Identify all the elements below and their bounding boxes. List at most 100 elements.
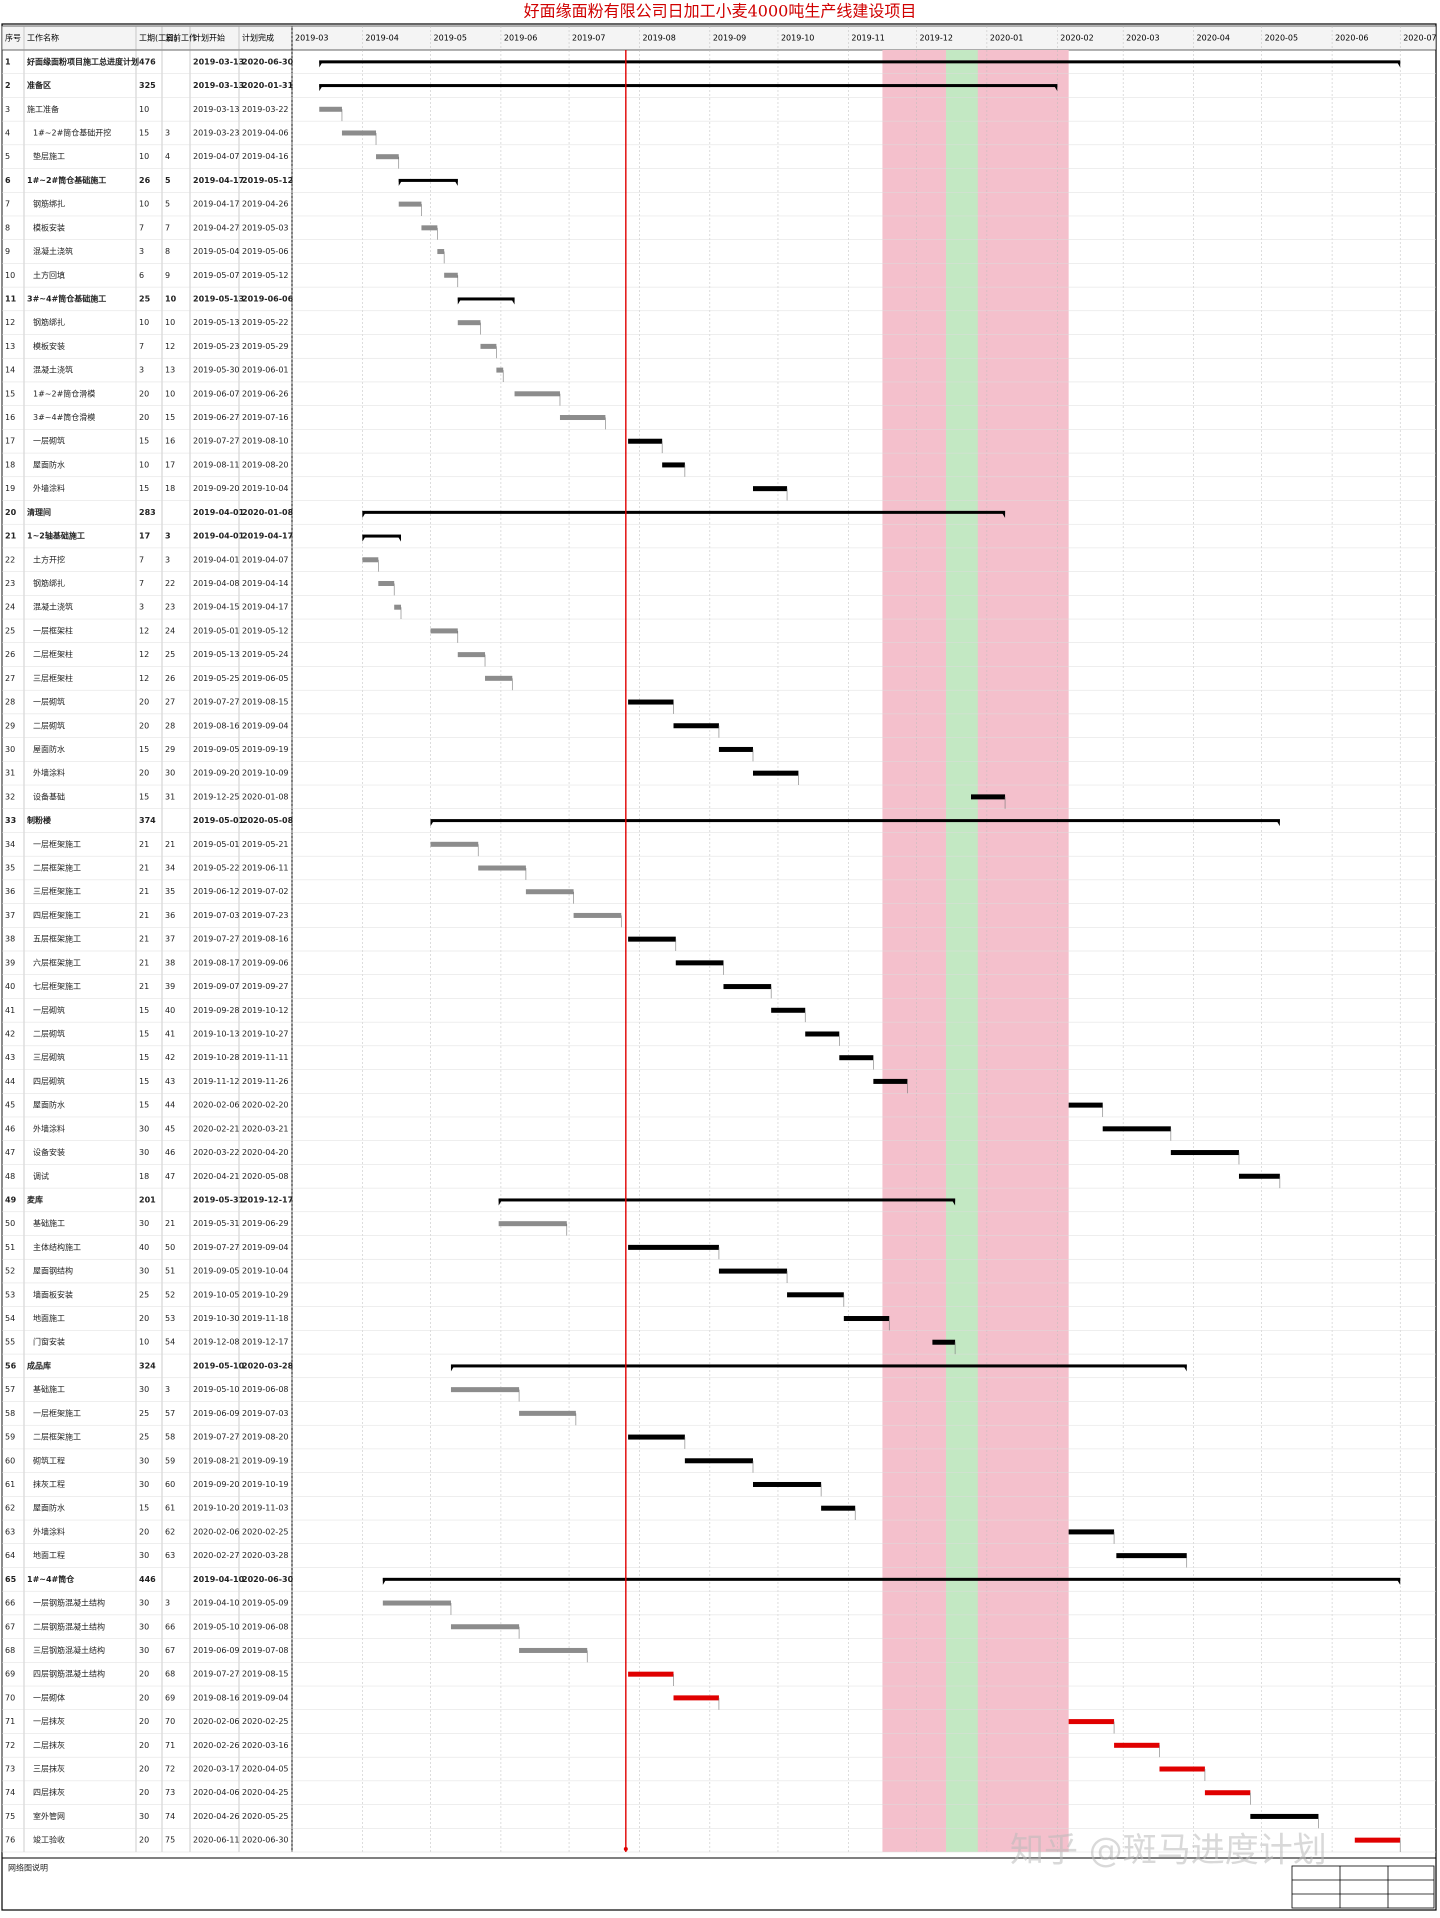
table-cell: 7: [139, 579, 144, 588]
task-bar: [684, 1458, 753, 1464]
x-tick-label: 2020-06: [1335, 34, 1368, 43]
table-cell: 3: [165, 1385, 170, 1394]
table-cell: 20: [139, 769, 149, 778]
table-cell: 2019-10-19: [242, 1480, 289, 1489]
table-cell: 2019-08-17: [193, 958, 240, 967]
table-cell: 46: [5, 1124, 15, 1133]
task-bar: [718, 746, 753, 752]
x-tick-label: 2020-02: [1060, 34, 1093, 43]
title-block: [1291, 1865, 1435, 1909]
x-tick-label: 2019-11: [851, 34, 884, 43]
task-bar: [628, 1671, 674, 1677]
table-cell: 2019-04-16: [242, 152, 289, 161]
table-cell: 二层抹灰: [33, 1740, 65, 1750]
table-cell: 基础施工: [33, 1384, 65, 1394]
table-cell: 34: [5, 840, 15, 849]
table-cell: 2020-06-30: [242, 57, 294, 66]
task-bar: [628, 438, 663, 444]
table-cell: 2019-07-08: [242, 1646, 289, 1655]
table-cell: 2019-05-23: [193, 342, 240, 351]
table-cell: 麦库: [27, 1194, 43, 1204]
table-cell: 2019-05-12: [242, 626, 289, 635]
table-cell: 30: [139, 1267, 149, 1276]
table-cell: 17: [139, 532, 150, 541]
table-cell: 2019-04-10: [193, 1575, 245, 1584]
task-bar: [662, 462, 685, 468]
table-cell: 2020-04-21: [193, 1172, 240, 1181]
table-cell: 七层框架施工: [33, 981, 81, 991]
table-cell: 二层框架施工: [33, 1432, 81, 1442]
table-cell: 27: [165, 698, 175, 707]
table-cell: 三层砌筑: [33, 1052, 65, 1062]
table-cell: 2019-08-10: [242, 437, 289, 446]
table-cell: 29: [165, 745, 175, 754]
table-cell: 9: [165, 271, 170, 280]
table-cell: 8: [165, 247, 170, 256]
table-cell: 5: [5, 152, 10, 161]
table-cell: 25: [139, 294, 151, 303]
table-cell: 44: [5, 1077, 15, 1086]
task-bar: [376, 154, 399, 160]
table-cell: 2020-02-06: [193, 1717, 240, 1726]
table-cell: 2019-08-20: [242, 460, 289, 469]
table-cell: 31: [5, 769, 15, 778]
task-bar: [457, 652, 486, 658]
task-bar: [673, 1695, 719, 1701]
table-cell: 钢筋绑扎: [33, 578, 65, 588]
table-cell: 15: [139, 745, 149, 754]
table-cell: 室外管网: [33, 1811, 65, 1821]
table-cell: 2020-03-21: [242, 1124, 289, 1133]
table-cell: 2019-04-01: [193, 555, 240, 564]
table-cell: 2020-04-05: [242, 1765, 289, 1774]
table-cell: 30: [139, 1148, 149, 1157]
table-cell: 15: [5, 389, 15, 398]
column-header: 工作名称: [27, 33, 59, 43]
table-cell: 2019-08-16: [193, 721, 240, 730]
table-cell: 11: [5, 294, 17, 303]
x-tick-label: 2020-01: [990, 34, 1023, 43]
table-cell: 7: [165, 223, 170, 232]
table-cell: 四层框架施工: [33, 910, 81, 920]
table-cell: 2019-06-27: [193, 413, 240, 422]
task-bar: [839, 1055, 874, 1061]
summary-bar: [450, 1364, 1187, 1368]
table-cell: 2019-05-25: [193, 674, 240, 683]
table-cell: 25: [139, 1409, 149, 1418]
table-cell: 2019-06-08: [242, 1622, 289, 1631]
table-cell: 25: [139, 1433, 149, 1442]
table-cell: 10: [139, 460, 149, 469]
table-cell: 2019-04-26: [242, 200, 289, 209]
table-cell: 42: [5, 1029, 15, 1038]
table-cell: 61: [165, 1504, 175, 1513]
table-cell: 3: [165, 128, 170, 137]
table-cell: 2019-08-11: [193, 460, 240, 469]
table-cell: 2020-02-06: [193, 1101, 240, 1110]
table-cell: 7: [139, 342, 144, 351]
task-bar: [1114, 1742, 1160, 1748]
table-cell: 3: [5, 105, 10, 114]
table-cell: 476: [139, 57, 156, 66]
title-block-frame: [1291, 1865, 1435, 1909]
x-tick-label: 2019-03: [295, 34, 328, 43]
table-cell: 主体结构施工: [33, 1242, 81, 1252]
table-cell: 10: [139, 1338, 149, 1347]
table-cell: 12: [139, 650, 149, 659]
table-cell: 2019-05-09: [242, 1599, 289, 1608]
table-cell: 6: [5, 176, 11, 185]
table-cell: 外墙涂料: [33, 483, 65, 493]
table-cell: 2020-05-08: [242, 1172, 289, 1181]
table-cell: 30: [165, 769, 175, 778]
table-cell: 20: [139, 1765, 149, 1774]
table-cell: 2019-05-13: [193, 294, 244, 303]
table-cell: 16: [5, 413, 15, 422]
task-bar: [752, 486, 788, 492]
table-cell: 44: [165, 1101, 175, 1110]
table-cell: 2019-08-16: [242, 935, 289, 944]
table-cell: 10: [139, 105, 149, 114]
table-cell: 2020-03-28: [242, 1551, 289, 1560]
table-cell: 70: [165, 1717, 175, 1726]
table-cell: 3: [139, 603, 144, 612]
table-cell: 2019-04-14: [242, 579, 289, 588]
table-cell: 17: [5, 437, 15, 446]
column-header: 计划完成: [242, 33, 274, 43]
